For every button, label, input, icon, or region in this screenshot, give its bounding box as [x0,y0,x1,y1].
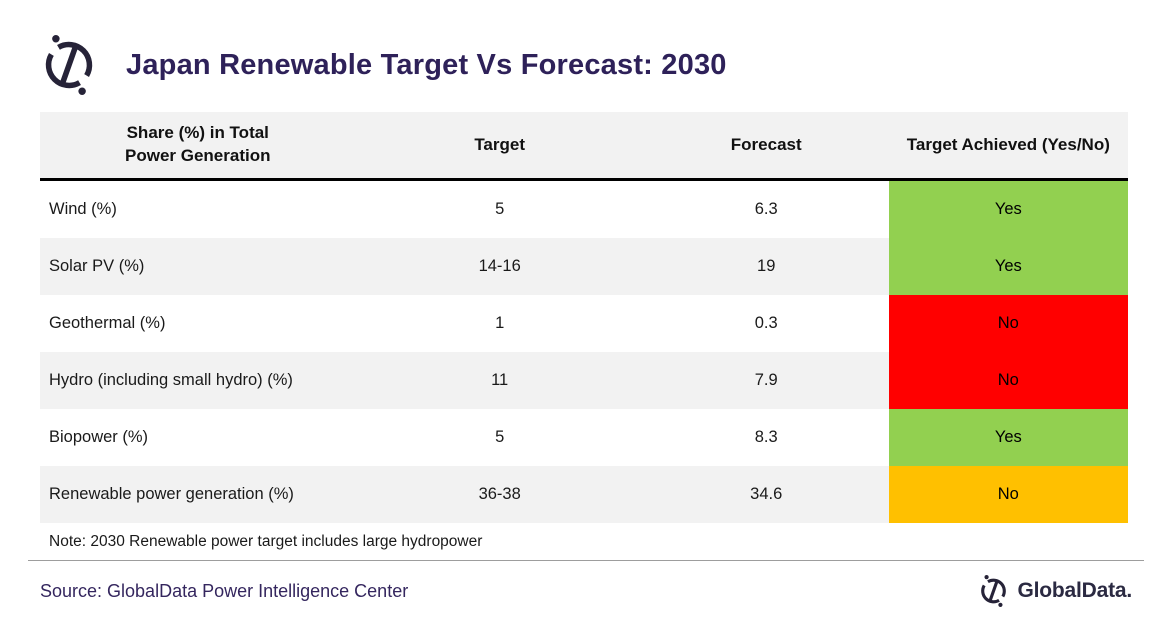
table-row: Wind (%) 5 6.3 Yes [40,179,1128,238]
table-row: Geothermal (%) 1 0.3 No [40,295,1128,352]
table-header-row: Share (%) in Total Power Generation Targ… [40,112,1128,181]
column-header-target: Target [355,112,644,181]
column-header-achieved: Target Achieved (Yes/No) [888,112,1128,181]
category-cell: Renewable power generation (%) [40,466,356,523]
table-row: Hydro (including small hydro) (%) 11 7.9 No [40,352,1128,409]
globaldata-logo-icon [45,35,93,95]
table-note: Note: 2030 Renewable power target includ… [40,523,1128,565]
category-cell: Solar PV (%) [40,238,356,295]
achieved-cell: No [888,466,1128,523]
target-cell: 14-16 [355,238,644,295]
renewable-table: Share (%) in Total Power Generation Targ… [40,112,1128,565]
forecast-cell: 19 [643,238,889,295]
brand-wordmark: GlobalData. [1017,579,1133,602]
category-cell: Wind (%) [49,200,117,218]
forecast-cell: 6.3 [754,200,778,218]
page-title: Japan Renewable Target Vs Forecast: 2030 [126,48,727,81]
column-header-forecast: Forecast [643,112,889,181]
forecast-cell: 34.6 [643,466,889,523]
forecast-cell: 0.3 [754,314,778,332]
achieved-cell: Yes [888,409,1128,466]
page-header: Japan Renewable Target Vs Forecast: 2030 [38,26,1132,104]
target-cell: 36-38 [355,466,644,523]
achieved-cell: Yes [888,179,1128,238]
achieved-cell: No [888,295,1128,352]
globaldata-brand: GlobalData. [977,572,1133,610]
target-cell: 5 [495,428,505,446]
forecast-cell: 8.3 [754,428,778,446]
source-text: Source: GlobalData Power Intelligence Ce… [40,580,409,601]
column-header-share: Share (%) in Total Power Generation [40,112,356,181]
table-row: Renewable power generation (%) 36-38 34.6 N… [40,466,1128,523]
table-row: Solar PV (%) 14-16 19 Yes [40,238,1128,295]
category-cell: Biopower (%) [49,428,149,446]
table-row: Biopower (%) 5 8.3 Yes [40,409,1128,466]
achieved-cell: No [888,352,1128,409]
target-cell: 11 [355,352,644,409]
globaldata-logo-icon [980,575,1006,607]
target-cell: 1 [495,314,505,332]
footer-divider [28,560,1144,561]
target-cell: 5 [495,200,505,218]
category-cell: Hydro (including small hydro) (%) [40,352,356,409]
achieved-cell: Yes [888,238,1128,295]
page-footer: Source: GlobalData Power Intelligence Ce… [40,561,1132,621]
category-cell: Geothermal (%) [49,314,166,332]
forecast-cell: 7.9 [643,352,889,409]
